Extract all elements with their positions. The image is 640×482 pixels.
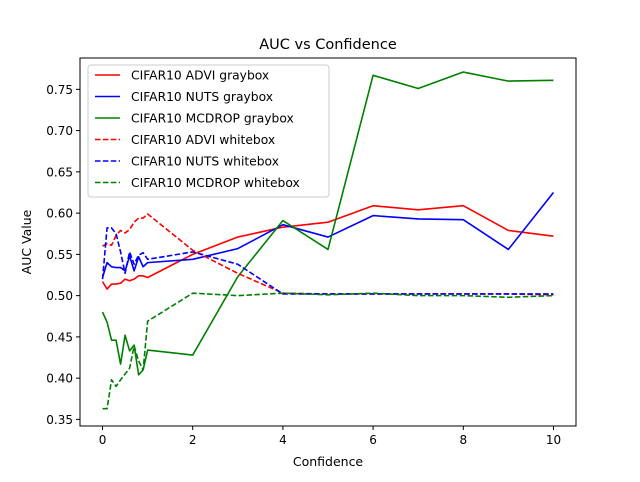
x-tick-label: 2 (189, 433, 197, 447)
x-axis-ticks: 0 2 4 6 8 10 (99, 426, 561, 447)
y-tick-label: 0.75 (46, 83, 73, 97)
series-layer (101, 71, 555, 410)
y-tick-label: 0.45 (46, 330, 73, 344)
legend-label-cifar10-mcdrop-graybox: CIFAR10 MCDROP graybox (131, 112, 294, 126)
legend-label-cifar10-advi-graybox: CIFAR10 ADVI graybox (131, 69, 269, 83)
x-tick-label: 4 (279, 433, 287, 447)
series-line-cifar10-advi-whitebox (102, 213, 554, 296)
y-axis-ticks: 0.35 0.40 0.45 0.50 0.55 0.60 0.65 0.70 0.75 (46, 83, 80, 427)
x-axis-label: Confidence (293, 454, 364, 469)
legend-label-cifar10-advi-whitebox: CIFAR10 ADVI whitebox (131, 133, 275, 147)
x-tick-label: 6 (369, 433, 377, 447)
y-tick-label: 0.35 (46, 413, 73, 427)
chart-title: AUC vs Confidence (259, 37, 397, 53)
legend-items: CIFAR10 ADVI graybox CIFAR10 NUTS graybox… (95, 69, 300, 190)
series-line-cifar10-mcdrop-graybox (101, 71, 554, 376)
legend: CIFAR10 ADVI graybox CIFAR10 NUTS graybox… (87, 64, 330, 198)
y-tick-label: 0.40 (46, 372, 73, 386)
y-tick-label: 0.55 (46, 248, 73, 262)
series-line-cifar10-advi-graybox (101, 204, 554, 290)
y-tick-label: 0.70 (46, 124, 73, 138)
legend-label-cifar10-nuts-graybox: CIFAR10 NUTS graybox (131, 90, 273, 104)
series-line-cifar10-nuts-whitebox (101, 227, 554, 295)
x-tick-label: 8 (459, 433, 467, 447)
y-tick-label: 0.65 (46, 165, 73, 179)
x-tick-label: 10 (546, 433, 561, 447)
legend-box (87, 64, 330, 198)
legend-label-cifar10-nuts-whitebox: CIFAR10 NUTS whitebox (131, 155, 279, 169)
axes-frame (79, 57, 577, 427)
series-line-cifar10-nuts-graybox (101, 191, 555, 278)
y-tick-label: 0.50 (46, 289, 73, 303)
y-axis-label: AUC Value (19, 209, 34, 274)
legend-label-cifar10-mcdrop-whitebox: CIFAR10 MCDROP whitebox (131, 176, 300, 190)
x-tick-label: 0 (99, 433, 107, 447)
series-line-cifar10-mcdrop-whitebox (102, 292, 554, 410)
y-tick-label: 0.60 (46, 207, 73, 221)
